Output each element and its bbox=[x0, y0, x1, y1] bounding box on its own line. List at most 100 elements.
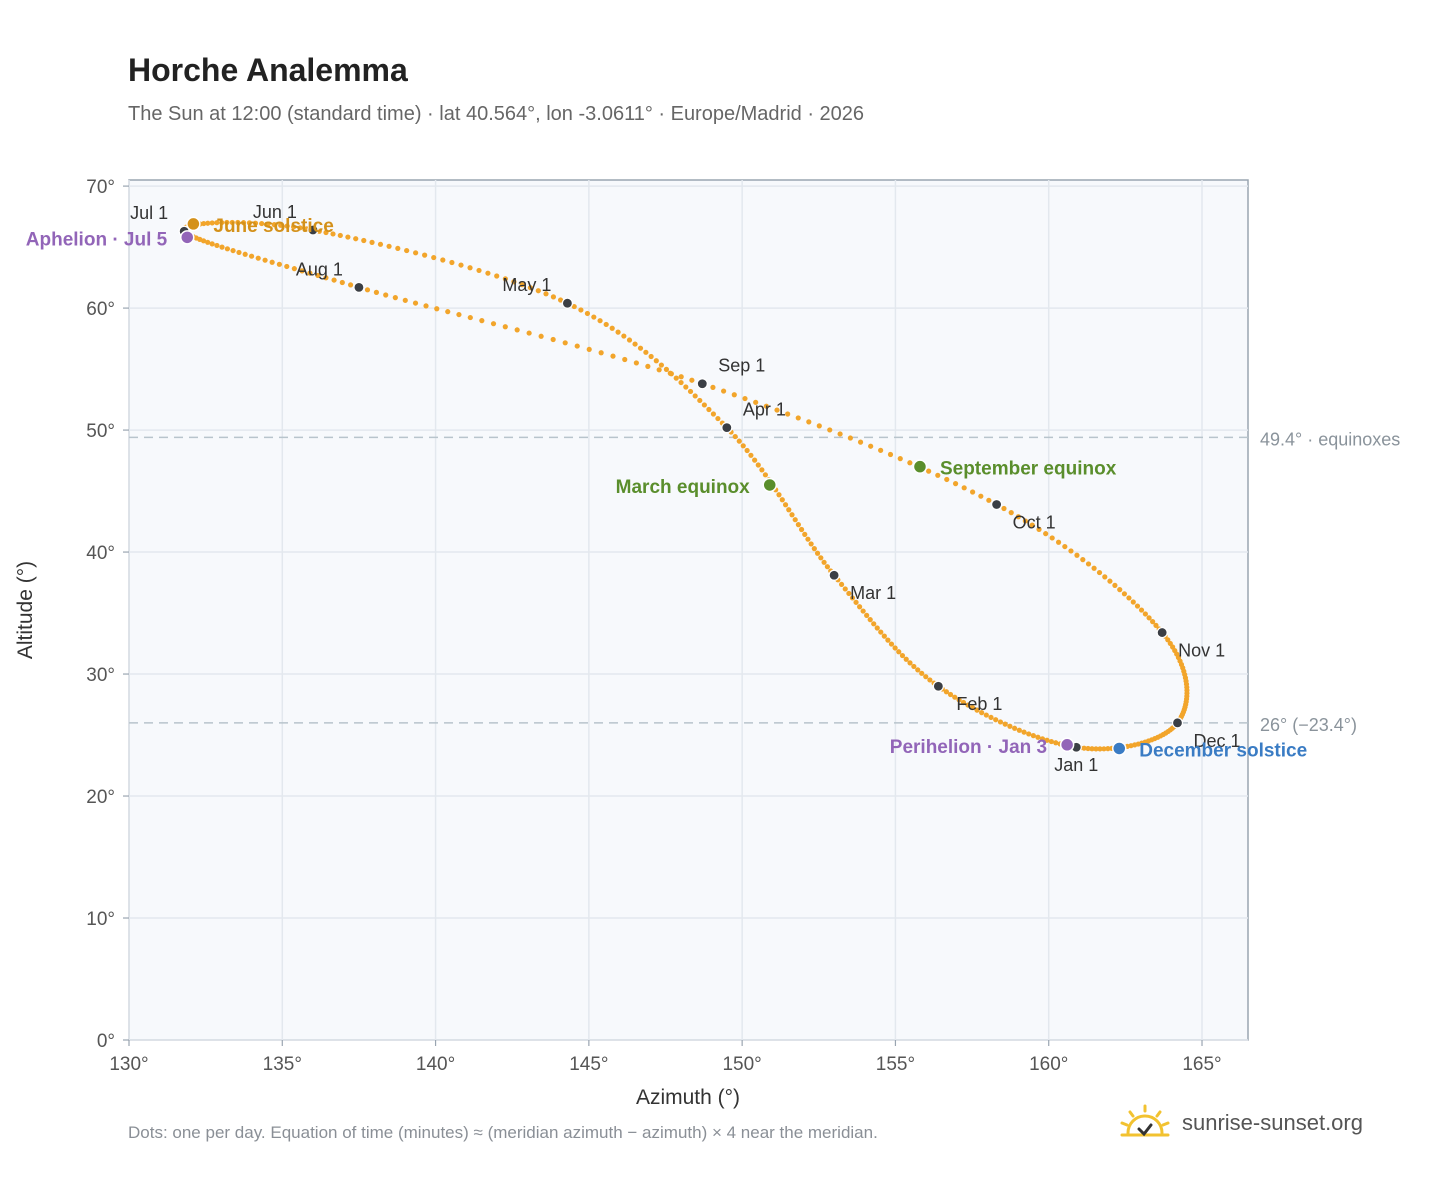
month-label: Jul 1 bbox=[130, 203, 168, 223]
daily-sun-dot bbox=[519, 282, 525, 288]
daily-sun-dot bbox=[979, 710, 985, 716]
daily-sun-dot bbox=[673, 375, 679, 381]
daily-sun-dot bbox=[878, 447, 884, 453]
daily-sun-dot bbox=[645, 363, 651, 369]
daily-sun-dot bbox=[479, 318, 485, 324]
x-tick-label: 145° bbox=[569, 1054, 608, 1075]
daily-sun-dot bbox=[759, 467, 765, 473]
daily-sun-dot bbox=[224, 246, 231, 252]
daily-sun-dot bbox=[849, 595, 856, 601]
daily-sun-dot bbox=[1138, 607, 1145, 613]
daily-sun-dot bbox=[744, 447, 750, 454]
daily-sun-dot bbox=[935, 472, 941, 478]
daily-sun-dot bbox=[952, 694, 958, 700]
daily-sun-dot bbox=[1016, 727, 1022, 733]
daily-sun-dot bbox=[271, 222, 277, 228]
daily-sun-dot bbox=[502, 276, 508, 282]
daily-sun-dot bbox=[860, 608, 866, 614]
daily-sun-dot bbox=[1117, 587, 1123, 593]
daily-sun-dot bbox=[1002, 721, 1008, 727]
daily-sun-dot bbox=[795, 415, 801, 421]
daily-sun-dot bbox=[315, 272, 321, 279]
daily-sun-dot bbox=[1165, 637, 1171, 643]
brand-logo[interactable]: sunrise-sunset.org bbox=[1118, 1098, 1363, 1148]
daily-sun-dot bbox=[307, 270, 313, 276]
reference-lines: 49.4° · equinoxes 26° (−23.4°) bbox=[129, 429, 1400, 735]
daily-sun-dot bbox=[331, 277, 337, 283]
daily-sun-dot bbox=[361, 237, 367, 244]
daily-sun-dot bbox=[653, 358, 659, 364]
month-label: Dec 1 bbox=[1193, 731, 1240, 751]
daily-sun-dot bbox=[926, 468, 932, 474]
daily-sun-dot bbox=[235, 219, 241, 226]
daily-sun-dot bbox=[782, 502, 789, 508]
daily-sun-dot bbox=[731, 392, 737, 398]
daily-sun-dot bbox=[626, 337, 633, 343]
daily-sun-dot bbox=[291, 266, 297, 272]
daily-sun-dot bbox=[609, 325, 615, 331]
event-label: December solstice bbox=[1139, 740, 1307, 761]
daily-sun-dot bbox=[857, 439, 864, 445]
daily-sun-dot bbox=[230, 247, 236, 254]
daily-sun-dot bbox=[818, 555, 824, 561]
daily-sun-dot bbox=[808, 541, 814, 547]
daily-sun-dot bbox=[214, 220, 220, 226]
y-tick-label: 70° bbox=[86, 177, 115, 198]
daily-sun-dot bbox=[369, 239, 375, 245]
daily-sun-dot bbox=[494, 273, 500, 279]
daily-sun-dot bbox=[687, 388, 694, 395]
event-label: Perihelion · Jan 3 bbox=[890, 737, 1047, 758]
x-tick-label: 135° bbox=[263, 1054, 302, 1075]
daily-sun-dot bbox=[598, 350, 604, 356]
daily-sun-dot bbox=[1146, 615, 1152, 621]
daily-sun-dot bbox=[214, 242, 220, 249]
daily-sun-dot bbox=[993, 717, 999, 723]
daily-sun-dot bbox=[337, 232, 343, 239]
daily-sun-dot bbox=[974, 707, 980, 713]
daily-sun-dot bbox=[1008, 510, 1014, 516]
daily-sun-dot bbox=[246, 220, 253, 226]
daily-sun-dot bbox=[947, 691, 954, 698]
daily-sun-dot bbox=[584, 310, 591, 317]
daily-sun-dot bbox=[538, 333, 544, 339]
daily-sun-dot bbox=[846, 590, 852, 597]
month-marker bbox=[991, 498, 1003, 511]
month-label: Jan 1 bbox=[1054, 755, 1098, 775]
daily-sun-dot bbox=[1089, 746, 1095, 752]
daily-sun-dot bbox=[392, 295, 398, 301]
daily-sun-dot bbox=[776, 492, 782, 498]
daily-sun-dot bbox=[278, 222, 284, 228]
daily-sun-dot bbox=[802, 531, 808, 537]
month-marker bbox=[307, 224, 319, 236]
analemma-curve bbox=[181, 219, 1190, 752]
month-label: Mar 1 bbox=[850, 583, 896, 603]
daily-sun-dot bbox=[915, 667, 921, 673]
daily-sun-dot bbox=[291, 224, 297, 230]
daily-sun-dot bbox=[1022, 518, 1028, 524]
daily-sun-dot bbox=[440, 257, 446, 263]
daily-sun-dot bbox=[632, 341, 638, 347]
daily-sun-dot bbox=[209, 241, 215, 247]
daily-sun-dot bbox=[1001, 505, 1007, 512]
daily-sun-dot bbox=[535, 288, 541, 294]
daily-sun-dot bbox=[1049, 535, 1055, 541]
daily-sun-dot bbox=[571, 303, 577, 310]
daily-sun-dot bbox=[943, 689, 949, 695]
daily-sun-dot bbox=[732, 433, 738, 440]
event-label: March equinox bbox=[616, 477, 751, 498]
daily-sun-dot bbox=[586, 346, 592, 353]
daily-sun-dot bbox=[827, 427, 833, 433]
event-marker bbox=[179, 230, 195, 245]
daily-sun-dot bbox=[706, 406, 712, 413]
event-marker bbox=[762, 477, 777, 493]
daily-sun-dot bbox=[1055, 539, 1062, 545]
daily-sun-dot bbox=[404, 247, 410, 254]
daily-sun-dot bbox=[1026, 731, 1032, 737]
y-tick-label: 0° bbox=[97, 1031, 115, 1052]
daily-sun-dot bbox=[637, 345, 644, 351]
daily-sun-dot bbox=[816, 423, 822, 429]
daily-sun-dot bbox=[299, 268, 305, 274]
daily-sun-dot bbox=[853, 599, 859, 605]
daily-sun-dot bbox=[896, 649, 902, 655]
